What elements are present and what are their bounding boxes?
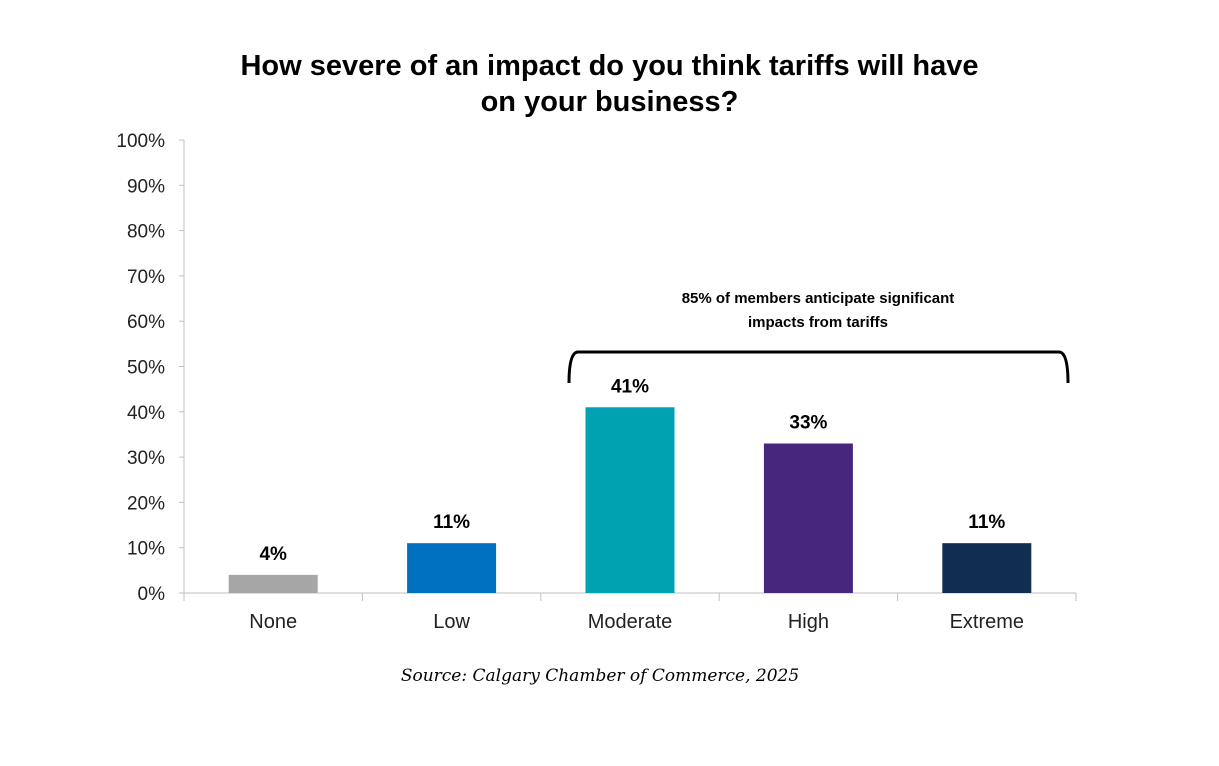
y-tick-label: 40% — [127, 403, 165, 424]
title-line-2: on your business? — [480, 86, 739, 118]
x-tick-label: None — [249, 611, 297, 633]
x-tick-label: Moderate — [588, 611, 673, 633]
x-tick-label: Low — [433, 611, 470, 633]
y-tick-label: 10% — [127, 539, 165, 560]
y-tick-label: 100% — [116, 131, 165, 152]
y-tick-label: 90% — [127, 176, 165, 197]
y-tick-label: 0% — [138, 584, 166, 605]
bar-extreme — [942, 543, 1032, 593]
bar-moderate — [585, 407, 675, 593]
data-label: 11% — [968, 512, 1005, 533]
data-label: 41% — [611, 376, 649, 397]
data-label: 11% — [433, 512, 470, 533]
title-line-1: How severe of an impact do you think tar… — [240, 50, 979, 82]
source-note: Source: Calgary Chamber of Commerce, 202… — [400, 666, 800, 686]
data-label: 4% — [259, 544, 287, 565]
bar-high — [763, 443, 853, 593]
x-tick-label: Extreme — [950, 611, 1024, 633]
chart-title: How severe of an impact do you think tar… — [0, 48, 1219, 120]
y-tick-label: 60% — [127, 312, 165, 333]
y-tick-label: 30% — [127, 448, 165, 469]
y-tick-label: 20% — [127, 493, 165, 514]
data-label: 33% — [789, 413, 827, 434]
annotation-bracket — [567, 350, 1070, 384]
y-tick-label: 80% — [127, 222, 165, 243]
y-tick-label: 70% — [127, 267, 165, 288]
x-tick-label: High — [788, 611, 829, 633]
bar-none — [228, 574, 318, 593]
annotation-text: 85% of members anticipate significant — [682, 290, 955, 307]
y-tick-label: 50% — [127, 358, 165, 379]
annotation-text: impacts from tariffs — [748, 314, 888, 331]
bar-low — [407, 543, 497, 593]
